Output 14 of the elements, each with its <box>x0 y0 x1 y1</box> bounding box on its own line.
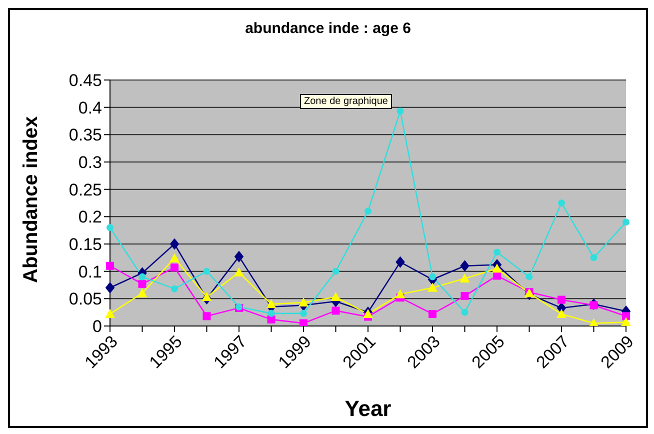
chart-title: abundance inde : age 6 <box>244 20 412 37</box>
y-tick-label: 0 <box>92 317 102 336</box>
y-tick-label: 0.25 <box>68 180 102 200</box>
y-tick-label: 0.4 <box>78 98 102 118</box>
y-tick-label: 0.35 <box>68 126 102 145</box>
y-tick-label: 0.45 <box>68 71 102 90</box>
x-axis-title: Year <box>344 396 392 421</box>
y-tick-label: 0.1 <box>78 262 102 282</box>
y-tick-label: 0.05 <box>68 290 102 309</box>
y-axis-title: Abundance index <box>20 116 42 283</box>
y-tick-label: 0.15 <box>68 235 102 254</box>
y-tick-label: 0.3 <box>78 153 102 172</box>
y-tick-label: 0.2 <box>78 208 102 227</box>
annotation: Zone de graphique <box>300 94 392 109</box>
